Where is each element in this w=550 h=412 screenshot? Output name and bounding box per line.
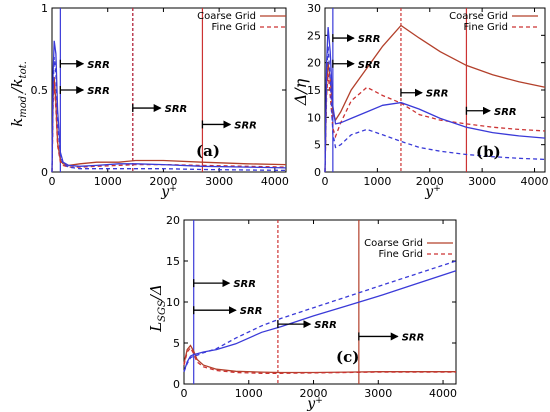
series-line-3 [183,260,457,372]
panel-a-xlabel: y+ [160,184,176,200]
srr-label: SRR [402,332,425,343]
srr-label: SRR [494,107,517,118]
x-tick-label: 1000 [94,175,122,188]
legend-entry-label: Fine Grid [379,249,423,260]
srr-label: SRR [87,86,110,97]
y-tick-label: 10 [307,111,321,124]
legend-entry-label: Coarse Grid [197,11,256,22]
srr-label: SRR [426,89,449,100]
y-tick-label: 10 [166,296,180,309]
x-tick-label: 4000 [429,387,457,400]
panel-c-xlabel: y+ [306,396,322,412]
y-tick-label: 0 [41,166,48,179]
x-tick-label: 1000 [363,175,391,188]
series-line-2 [324,27,546,173]
x-tick-label: 2000 [300,387,328,400]
legend-entry-label: Fine Grid [212,22,256,33]
x-tick-label: 3000 [205,175,233,188]
x-tick-label: 2000 [149,175,177,188]
srr-label: SRR [233,279,256,290]
panel-label: (b) [476,143,501,161]
panel-a-ylabel: kmod./ktot. [8,61,29,127]
srr-label: SRR [165,104,188,115]
panel-b-ylabel: Δ/η [291,78,310,106]
x-tick-label: 0 [49,175,56,188]
y-tick-label: 20 [307,57,321,70]
series-line-1 [324,73,546,173]
x-tick-label: 0 [322,175,329,188]
y-tick-label: 25 [307,29,321,42]
y-tick-label: 20 [166,214,180,227]
srr-label: SRR [358,60,381,71]
series-line-2 [183,270,457,372]
panel-c-ylabel: LSGS/Δ [147,284,168,333]
series-line-2 [51,40,287,173]
x-tick-label: 3000 [468,175,496,188]
series-line-3 [324,46,546,173]
y-tick-label: 0.5 [31,84,49,97]
x-tick-label: 2000 [416,175,444,188]
legend-entry-label: Fine Grid [464,22,508,33]
legend-entry-label: Coarse Grid [449,11,508,22]
series-line-0 [324,24,546,173]
y-tick-label: 5 [173,337,180,350]
panel-a-chart: kmod./ktot. y+ 0 1000 2000 3000 4000 0 0.5 1 SRR… [8,2,289,200]
panel-b-chart: Δ/η y+ 0 1000 2000 3000 4000 0 5 10 15 20 25 30 SRR S… [291,2,549,200]
srr-label: SRR [358,34,381,45]
y-tick-label: 15 [307,84,321,97]
legend-entry-label: Coarse Grid [364,238,423,249]
panel-b-xlabel: y+ [424,184,440,200]
x-tick-label: 3000 [364,387,392,400]
y-tick-label: 5 [314,139,321,152]
y-tick-label: 0 [314,166,321,179]
y-tick-label: 1 [41,2,48,15]
series-line-3 [51,57,287,173]
x-tick-label: 0 [181,387,188,400]
srr-label: SRR [87,60,110,71]
y-tick-label: 30 [307,2,321,15]
series-line-0 [183,344,456,374]
panel-label: (a) [196,142,220,160]
panel-c-chart: LSGS/Δ y+ 0 1000 2000 3000 4000 0 5 10 15 20 SRR SR… [147,214,457,412]
panel-label: (c) [336,348,359,366]
x-tick-label: 1000 [235,387,263,400]
y-tick-label: 15 [166,255,180,268]
srr-label: SRR [240,306,263,317]
srr-label: SRR [314,320,337,331]
x-tick-label: 4000 [261,175,289,188]
x-tick-label: 4000 [521,175,549,188]
y-tick-label: 0 [173,378,180,391]
srr-label: SRR [234,120,257,131]
